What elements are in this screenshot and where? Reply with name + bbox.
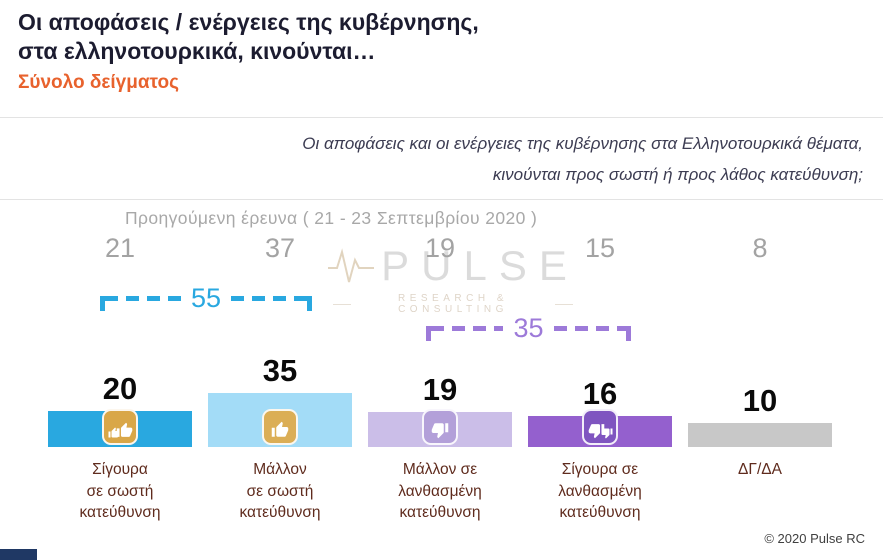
previous-survey-value: 15 xyxy=(584,233,616,263)
double-thumbs-down-icon xyxy=(582,409,618,445)
bracket-right-direction-total: 55 xyxy=(100,285,313,312)
bracket-value: 35 xyxy=(513,313,544,343)
category-label: ΔΓ/ΔΑ xyxy=(738,461,782,478)
previous-survey-value: 19 xyxy=(424,233,456,263)
bracket-value: 55 xyxy=(190,283,222,313)
divider xyxy=(0,199,883,200)
pulse-watermark: PULSE RESEARCH & CONSULTING xyxy=(328,242,573,315)
bracket-dash xyxy=(431,326,504,331)
page-title: Οι αποφάσεις / ενέργειες της κυβέρνησης,… xyxy=(18,8,479,67)
previous-survey-value: 37 xyxy=(264,233,296,263)
copyright-text: © 2020 Pulse RC xyxy=(764,531,865,546)
bracket-dash xyxy=(105,296,181,301)
category-label: Μάλλον σε λανθασμένη κατεύθυνση xyxy=(398,461,482,522)
page-title-line1: Οι αποφάσεις / ενέργειες της κυβέρνησης, xyxy=(18,9,479,35)
previous-survey-value: 8 xyxy=(752,233,768,263)
category-label: Μάλλον σε σωστή κατεύθυνση xyxy=(239,461,321,522)
chart-column: 21 20 Σίγουρα σε σωστή κατεύθυνση xyxy=(40,225,200,560)
watermark-name: PULSE xyxy=(381,242,579,289)
bracket-dash xyxy=(231,296,308,301)
bar xyxy=(688,423,832,447)
double-thumbs-up-icon xyxy=(102,409,138,445)
bar-value: 19 xyxy=(422,372,458,407)
bar-value: 10 xyxy=(742,383,778,418)
previous-survey-label: Προηγούμενη έρευνα ( 21 - 23 Σεπτεμβρίου… xyxy=(125,208,538,228)
survey-question: Οι αποφάσεις και οι ενέργειες της κυβέρν… xyxy=(302,128,863,191)
thumb-down-icon xyxy=(422,409,458,445)
bracket-tick-left xyxy=(426,326,431,341)
chart-column: 19 19 Μάλλον σε λανθασμένη κατεύθυνση xyxy=(360,225,520,560)
sample-subtitle: Σύνολο δείγματος xyxy=(18,72,179,93)
bracket-wrong-direction-total: 35 xyxy=(426,315,632,342)
bar-chart: 21 20 Σίγουρα σε σωστή κατεύθυνση 37 35 Μάλλο… xyxy=(0,225,883,560)
bracket-tick-right xyxy=(626,326,632,341)
pulse-logo: PULSE xyxy=(327,242,579,290)
bar-value: 20 xyxy=(102,371,138,406)
bracket-dash xyxy=(553,326,627,331)
watermark-tagline: RESEARCH & CONSULTING xyxy=(333,293,573,315)
slide-corner-accent xyxy=(0,549,37,560)
bar-value: 16 xyxy=(582,376,618,411)
thumb-up-icon xyxy=(262,409,298,445)
chart-column: 37 35 Μάλλον σε σωστή κατεύθυνση xyxy=(200,225,360,560)
page-title-line2: στα ελληνοτουρκικά, κινούνται… xyxy=(18,38,376,65)
bar-value: 35 xyxy=(262,353,298,388)
pulse-wave-icon xyxy=(328,248,375,283)
bracket-tick-right xyxy=(307,296,313,311)
survey-question-line1: Οι αποφάσεις και οι ενέργειες της κυβέρν… xyxy=(302,134,863,153)
previous-survey-value: 21 xyxy=(104,233,136,263)
category-label: Σίγουρα σε σωστή κατεύθυνση xyxy=(79,461,161,522)
category-label: Σίγουρα σε λανθασμένη κατεύθυνση xyxy=(558,461,642,522)
chart-column: 15 16 Σίγουρα σε λανθασμένη κατεύθυνση xyxy=(520,225,680,560)
chart-column: 8 10 ΔΓ/ΔΑ xyxy=(680,225,840,560)
divider xyxy=(0,117,883,118)
survey-question-line2: κινούνται προς σωστή ή προς λάθος κατεύθ… xyxy=(492,165,863,185)
bracket-tick-left xyxy=(100,296,105,311)
